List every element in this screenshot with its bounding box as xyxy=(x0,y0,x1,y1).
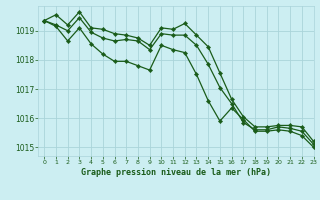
X-axis label: Graphe pression niveau de la mer (hPa): Graphe pression niveau de la mer (hPa) xyxy=(81,168,271,177)
